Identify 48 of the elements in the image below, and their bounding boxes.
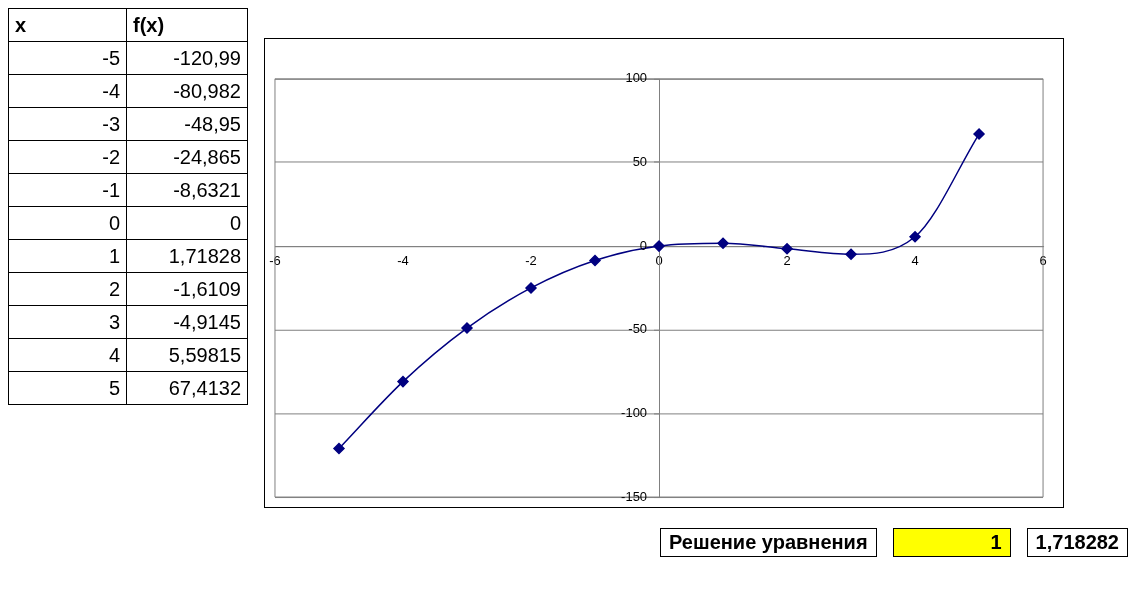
text: -5 [8,41,127,75]
text: -48,95 [126,107,248,141]
text: -8,6321 [126,173,248,207]
text: -4 [8,74,127,108]
point [461,322,473,334]
text: Решение уравнения [660,528,877,557]
y-tick-label: 50 [632,154,648,170]
y-tick-label: 100 [625,70,648,86]
text: -1 [8,173,127,207]
text: -120,99 [126,41,248,75]
text: 67,4132 [126,371,248,405]
text: -1,6109 [126,272,248,306]
text: x [8,8,127,42]
point [525,282,537,294]
y-tick-label: -100 [621,404,648,420]
text: -4,9145 [126,305,248,339]
x-tick-label: -6 [269,253,281,269]
text: 5,59815 [126,338,248,372]
x-tick-label: 4 [911,253,919,269]
text: 1,718282 [1026,528,1128,557]
point [653,240,665,252]
text: 4 [8,338,127,372]
point [589,254,601,267]
point [397,375,409,388]
x-tick-label: -4 [397,253,409,269]
text: -2 [8,140,127,174]
x-tick-label: 2 [783,253,791,269]
text: -24,865 [126,140,248,174]
point [781,243,793,255]
y-tick-label: -150 [621,488,648,504]
text: -3 [8,107,127,141]
text: -80,982 [126,74,248,108]
point [717,237,729,249]
text: 0 [8,206,127,240]
text: 3 [8,305,127,339]
x-tick-label: 6 [1039,253,1047,269]
point [845,248,857,261]
text: 5 [8,371,127,405]
text: 0 [126,206,248,240]
point [333,442,345,455]
point [909,231,921,243]
text: 1,71828 [126,239,248,273]
point [973,128,985,140]
text: 1 [892,528,1011,557]
y-tick-label: -50 [628,321,648,337]
text: 1 [8,239,127,273]
x-tick-label: -2 [525,253,537,269]
text: f(x) [126,8,248,42]
